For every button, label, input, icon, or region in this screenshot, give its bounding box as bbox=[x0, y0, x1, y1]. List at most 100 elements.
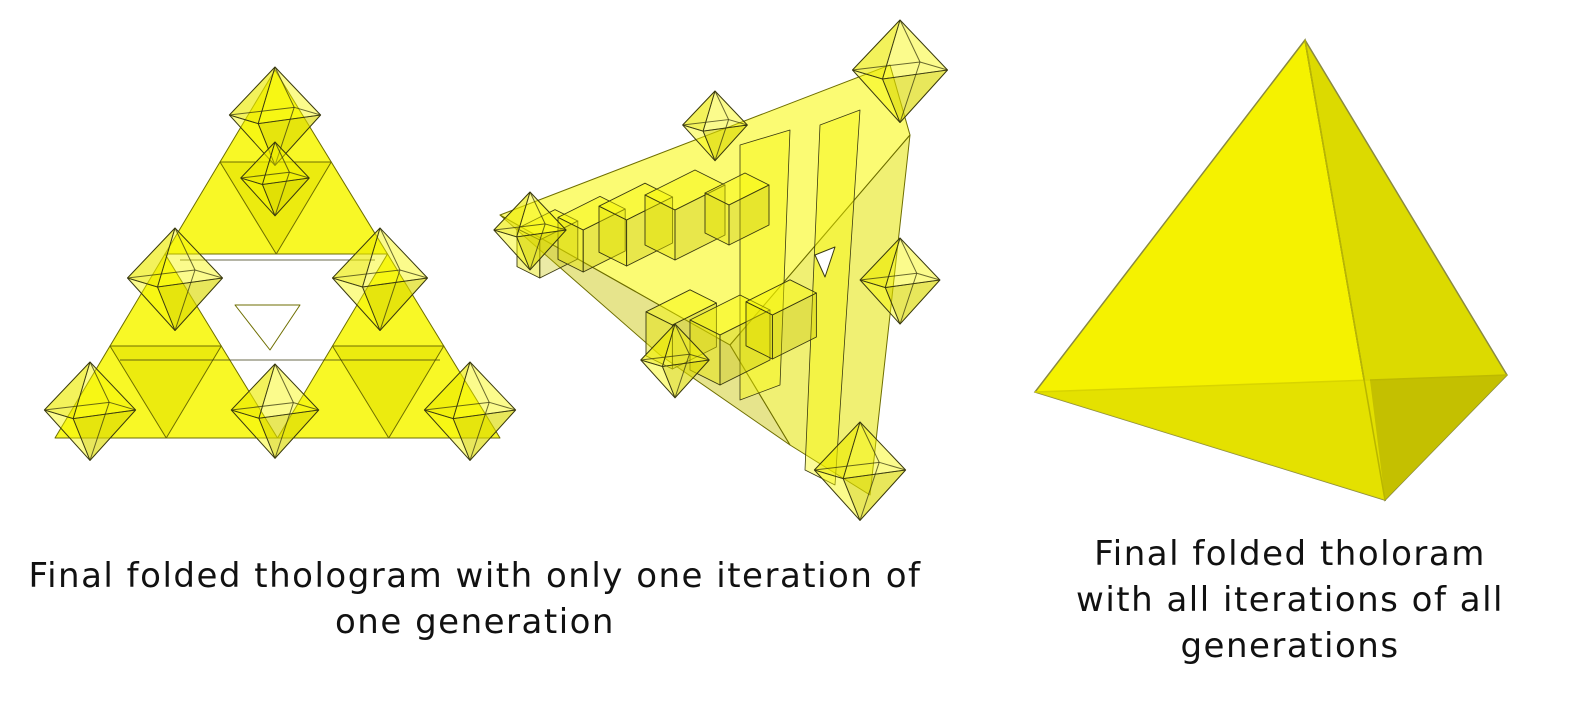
octa-tip-4-edge-4 bbox=[362, 277, 428, 288]
caption-left-line-2: one generation bbox=[335, 602, 615, 642]
octa-tip-4-edge-1 bbox=[884, 237, 901, 288]
octa-tip-7-edge-6 bbox=[469, 402, 490, 461]
tetrahedron-edge-hidden-2 bbox=[1369, 374, 1508, 381]
octa-tip-4-edge-6 bbox=[899, 273, 918, 325]
octa-tip-3-edge-6 bbox=[899, 61, 921, 123]
cube-8-front bbox=[771, 292, 817, 360]
octa-tip-1-edge-7 bbox=[493, 223, 546, 231]
octa-tip-7-edge-1 bbox=[452, 361, 471, 419]
octa-tip-5-edge-4 bbox=[73, 409, 136, 420]
octa-tip-3-edge-7 bbox=[127, 269, 196, 279]
octa-tip-7-edge-3 bbox=[424, 409, 454, 420]
right-inner bbox=[332, 345, 445, 439]
caption-all-iterations: Final folded tholoram with all iteration… bbox=[1060, 531, 1520, 669]
octa-tip-5-edge-1 bbox=[72, 361, 91, 419]
octa-tip-4-edge-1 bbox=[362, 227, 381, 288]
octa-tip-2-edge-8 bbox=[289, 171, 310, 179]
octa-tip-6-edge-5 bbox=[674, 323, 690, 355]
octa-tip-1-edge-6 bbox=[529, 223, 546, 271]
octa-tip-1-edge-3 bbox=[229, 114, 259, 125]
octa-tip-2-edge-3 bbox=[240, 177, 263, 185]
thologram-oblique-svg bbox=[493, 19, 948, 521]
left-inner bbox=[109, 345, 222, 439]
octa-tip-1-edge-6 bbox=[274, 107, 295, 166]
octa-tip-6-edge-2 bbox=[661, 366, 676, 398]
octa-tip-5-edge-2 bbox=[842, 478, 861, 521]
octa-tip-5-edge-8 bbox=[879, 461, 906, 471]
cube-6-front bbox=[671, 302, 717, 370]
octa-tip-1-edge-1 bbox=[516, 191, 531, 237]
octa-tip-1-edge-5 bbox=[529, 191, 546, 225]
octa-tip-6-edge-4 bbox=[662, 359, 710, 367]
octa-tip-5-edge-6 bbox=[859, 462, 880, 521]
octa-tip-2-edge-2 bbox=[261, 184, 276, 216]
octa-tip-5-edge-4 bbox=[843, 469, 906, 480]
octa-tip-3-edge-4 bbox=[882, 69, 948, 80]
main-face-lower bbox=[499, 214, 791, 446]
tholoram-all-iterations-tetrahedron bbox=[1030, 30, 1520, 505]
octa-tip-6-edge-3 bbox=[640, 359, 663, 367]
octa-tip-3-edge-8 bbox=[194, 269, 223, 279]
octa-tip-5-edge-3 bbox=[44, 409, 74, 420]
octa-tip-4-edge-3 bbox=[859, 279, 886, 289]
octa-tip-4-edge-4 bbox=[885, 279, 940, 289]
octa-tip-1-edge-2 bbox=[516, 236, 531, 271]
octa-tip-4-edge-6 bbox=[379, 269, 401, 331]
octa-tip-5-edge-5 bbox=[89, 361, 110, 403]
octa-tip-2-edge-2 bbox=[702, 130, 716, 161]
tetrahedron-face-bottom-right bbox=[1370, 375, 1507, 500]
column-2 bbox=[739, 129, 791, 401]
octa-tip-2-edge-5 bbox=[274, 141, 290, 173]
octa-tip-5-edge-5 bbox=[859, 421, 880, 463]
octa-tip-5-edge-2 bbox=[72, 418, 91, 461]
caption-right-line-2: with all iterations of all bbox=[1076, 580, 1504, 620]
thologram-front-svg bbox=[43, 66, 517, 461]
octa-tip-4-edge-2 bbox=[884, 287, 901, 325]
octa-tip-3-edge-3 bbox=[127, 277, 158, 288]
octa-tip-2-edge-4 bbox=[703, 124, 748, 132]
thologram-oblique-geometry bbox=[493, 19, 948, 521]
octa-tip-2-edge-6 bbox=[274, 172, 290, 216]
caption-right-line-1: Final folded tholoram bbox=[1094, 534, 1486, 574]
octa-tip-3-edge-2 bbox=[157, 286, 176, 331]
octa-tip-2-edge-7 bbox=[682, 119, 729, 126]
tetrahedron-edge-hidden-1 bbox=[1034, 379, 1371, 393]
cube-7-front bbox=[719, 309, 771, 386]
octa-tip-4-edge-5 bbox=[899, 237, 918, 274]
octa-tip-4-edge-3 bbox=[332, 277, 363, 288]
octa-tip-4-edge-7 bbox=[860, 272, 917, 281]
octa-tip-2-edge-8 bbox=[728, 119, 748, 126]
octa-tip-7-edge-7 bbox=[424, 401, 490, 411]
octa-tip-2-edge-1 bbox=[261, 141, 276, 185]
octa-tip-2-edge-3 bbox=[682, 124, 704, 132]
octa-tip-2-edge-1 bbox=[702, 90, 716, 132]
octa-tip-3-edge-5 bbox=[899, 19, 921, 63]
octa-tip-6-edge-2 bbox=[258, 418, 276, 459]
octa-tip-4-edge-5 bbox=[379, 227, 401, 271]
octa-tip-2-edge-6 bbox=[714, 119, 730, 161]
octa-tip-1-edge-2 bbox=[257, 123, 276, 166]
octa-tip-7-edge-4 bbox=[453, 409, 516, 420]
tetrahedron-face-bottom-left bbox=[1035, 380, 1385, 500]
octa-tip-2-edge-5 bbox=[714, 90, 730, 120]
tetrahedron-edge-front bbox=[1304, 39, 1386, 501]
octa-tip-4-edge-2 bbox=[362, 286, 381, 331]
oblique-hole bbox=[814, 246, 836, 278]
octa-tip-1-edge-4 bbox=[258, 114, 321, 125]
octa-tip-5-edge-1 bbox=[842, 421, 861, 479]
octa-tip-2-edge-7 bbox=[240, 171, 290, 179]
octa-tip-6-edge-6 bbox=[674, 354, 690, 398]
octa-tip-5-edge-3 bbox=[814, 469, 844, 480]
octa-tip-1-edge-8 bbox=[294, 106, 321, 116]
octa-tip-5-edge-7 bbox=[814, 461, 880, 471]
octa-tip-6-edge-1 bbox=[258, 363, 276, 419]
octa-tip-6-edge-7 bbox=[231, 402, 294, 411]
octa-tip-1-edge-4 bbox=[516, 229, 567, 238]
caption-right-line-3: generations bbox=[1180, 626, 1400, 666]
octa-tip-6-edge-3 bbox=[231, 409, 260, 419]
octa-tip-3-edge-3 bbox=[852, 69, 883, 80]
octa-tip-1-edge-3 bbox=[493, 229, 517, 238]
octa-tip-3-edge-4 bbox=[157, 277, 223, 288]
octa-tip-2-edge-4 bbox=[262, 177, 310, 185]
octa-tip-1-edge-5 bbox=[274, 66, 295, 108]
